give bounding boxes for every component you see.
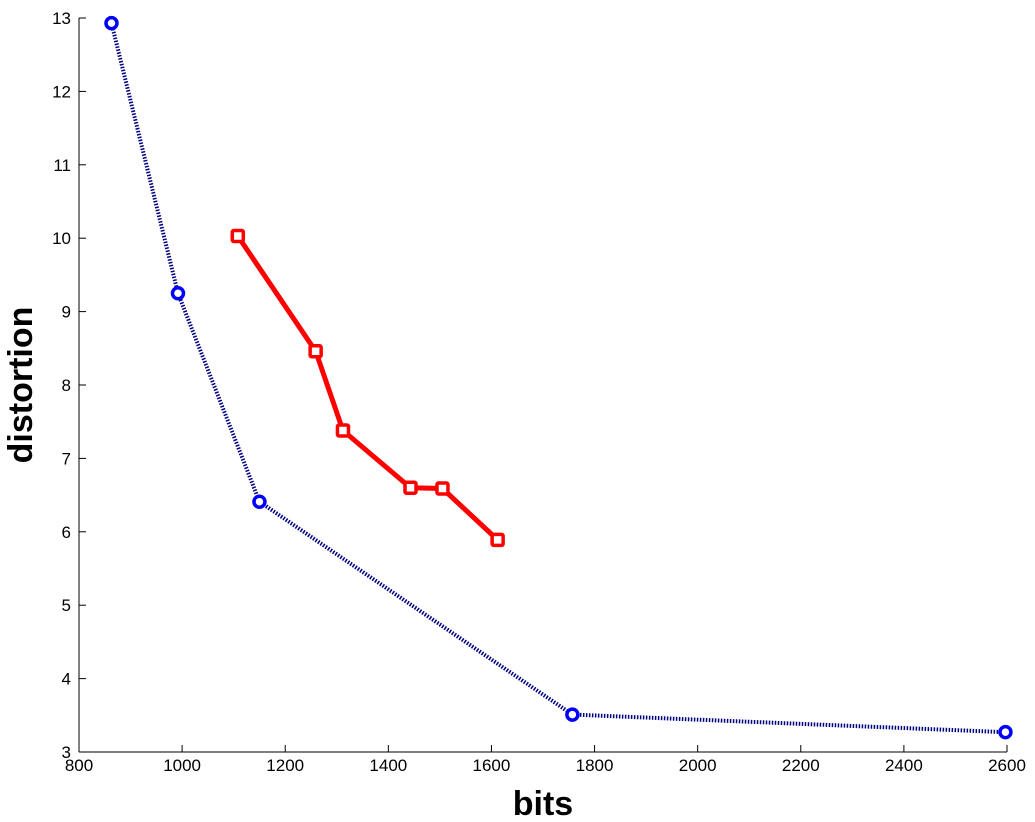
- y-tick-label: 10: [52, 229, 71, 248]
- x-tick-label: 1400: [369, 756, 407, 775]
- y-tick-label: 12: [52, 82, 71, 101]
- y-tick-label: 8: [62, 376, 71, 395]
- y-tick-label: 4: [62, 670, 71, 689]
- series-line: [109, 22, 1006, 735]
- plot-area: 800 1000 1200 1400 1600 1800 2000 2200 2400 2600 …: [52, 9, 1026, 775]
- data-point: [170, 286, 186, 301]
- x-tick-label: 800: [65, 756, 93, 775]
- y-tick-label: 5: [62, 596, 71, 615]
- data-point: [403, 480, 418, 496]
- y-tick-label: 6: [62, 523, 71, 542]
- x-ticks: 800 1000 1200 1400 1600 1800 2000 2200 2400 2600: [65, 745, 1026, 775]
- data-point: [230, 228, 246, 244]
- y-tick-label: 3: [62, 743, 71, 762]
- data-point: [335, 423, 351, 438]
- y-ticks: 3 4 5 6 7 8 9 10 11 12 13: [52, 9, 86, 762]
- x-axis-title: bits: [513, 785, 573, 822]
- x-tick-label: 1800: [576, 756, 614, 775]
- data-point: [998, 724, 1013, 740]
- x-tick-label: 1600: [473, 756, 511, 775]
- data-point: [104, 15, 119, 31]
- y-tick-label: 7: [62, 449, 71, 468]
- series-layer: [104, 15, 1013, 740]
- x-tick-label: 2200: [782, 756, 820, 775]
- y-tick-label: 13: [52, 9, 71, 28]
- x-tick-label: 1200: [266, 756, 304, 775]
- data-point: [435, 481, 450, 496]
- series-1: [230, 228, 505, 548]
- y-tick-label: 9: [62, 303, 71, 322]
- series-0: [104, 15, 1013, 740]
- data-point: [565, 707, 580, 722]
- x-tick-label: 1000: [163, 756, 201, 775]
- y-tick-label: 11: [53, 156, 71, 175]
- y-axis-title: distortion: [2, 307, 40, 464]
- x-tick-label: 2000: [679, 756, 717, 775]
- data-point: [308, 343, 323, 359]
- data-point: [252, 494, 267, 509]
- series-line: [235, 234, 500, 542]
- x-tick-label: 2600: [988, 756, 1026, 775]
- data-point: [490, 532, 505, 548]
- x-tick-label: 2400: [885, 756, 923, 775]
